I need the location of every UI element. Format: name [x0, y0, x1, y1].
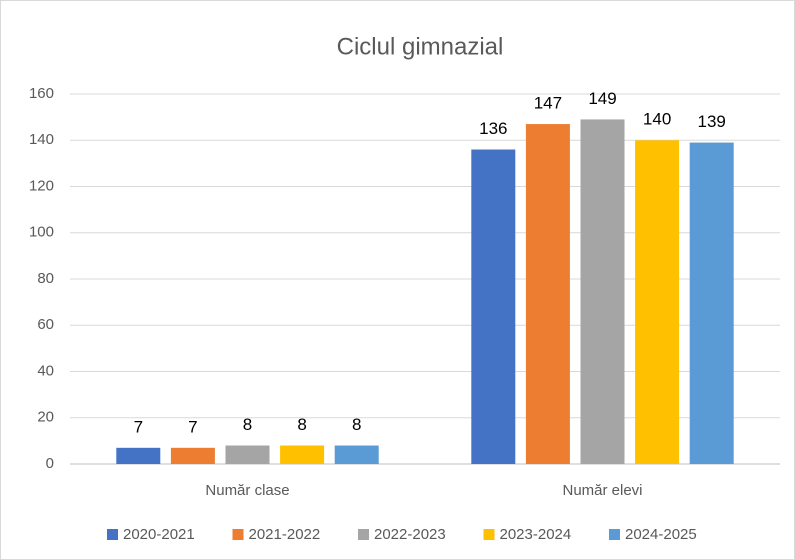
data-label: 7: [188, 417, 197, 436]
data-label: 8: [297, 415, 306, 434]
y-tick-label: 160: [29, 85, 54, 102]
legend-swatch: [358, 529, 369, 540]
y-tick-label: 60: [37, 316, 54, 333]
x-tick-label: Număr elevi: [562, 482, 642, 499]
legend-label: 2021-2022: [249, 526, 321, 543]
y-tick-label: 20: [37, 409, 54, 426]
legend-swatch: [107, 529, 118, 540]
legend-label: 2024-2025: [625, 526, 697, 543]
y-tick-label: 80: [37, 270, 54, 287]
bar: [225, 445, 270, 464]
legend-swatch: [232, 529, 244, 540]
data-label: 139: [698, 112, 726, 131]
data-label: 8: [352, 415, 361, 434]
legend-swatch: [609, 529, 620, 540]
y-tick-label: 100: [29, 224, 54, 241]
data-label: 8: [243, 415, 252, 434]
bar: [525, 124, 570, 464]
bar: [116, 447, 161, 464]
bar: [580, 119, 625, 464]
bar: [334, 445, 379, 464]
chart-title: Ciclul gimnazial: [337, 33, 504, 60]
data-label: 147: [534, 94, 562, 113]
bar: [471, 149, 516, 464]
legend-label: 2023-2024: [500, 526, 572, 543]
legend-swatch: [483, 529, 495, 540]
x-tick-label: Număr clase: [205, 482, 289, 499]
y-tick-label: 40: [37, 362, 54, 379]
data-label: 149: [588, 89, 616, 108]
data-label: 136: [479, 119, 507, 138]
bar: [635, 140, 680, 464]
y-tick-label: 120: [29, 177, 54, 194]
legend-label: 2022-2023: [374, 526, 446, 543]
bar: [280, 445, 325, 464]
data-label: 7: [134, 417, 143, 436]
legend-label: 2020-2021: [123, 526, 195, 543]
y-tick-label: 0: [46, 455, 54, 472]
bar: [689, 142, 734, 464]
bar: [170, 447, 215, 464]
y-tick-label: 140: [29, 131, 54, 148]
data-label: 140: [643, 110, 671, 129]
